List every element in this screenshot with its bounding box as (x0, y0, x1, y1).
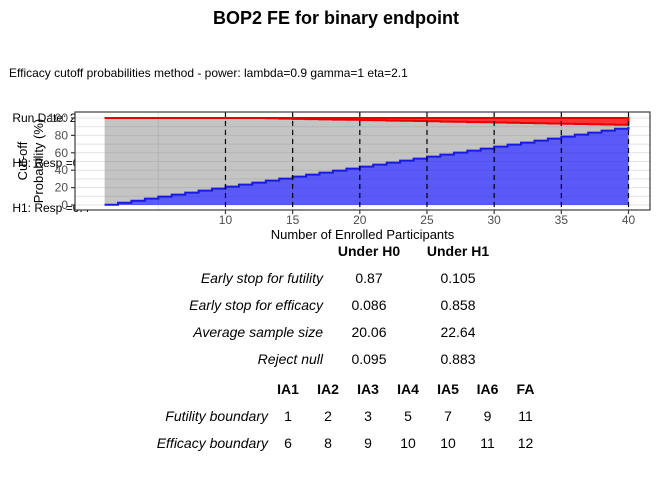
efficacy-region (104, 117, 630, 126)
y-tick-label: 20 (55, 181, 69, 195)
y-axis-title-line: Probability (%) (31, 119, 46, 204)
boundary-header-fa: FA (516, 381, 535, 397)
efficacy-boundary-value: 12 (517, 435, 534, 451)
cutoff-probability-chart: 10 15 20 25 30 35 40 0 20 40 60 80 100 Number of Enro… (0, 100, 672, 246)
oc-row-label: Early stop for efficacy (189, 297, 323, 313)
oc-value-h1: 0.883 (440, 351, 476, 367)
y-tick-label: 100 (48, 111, 68, 125)
cutoff-probability-chart-svg: 10 15 20 25 30 35 40 0 20 40 60 80 100 Number of Enro… (15, 111, 651, 242)
boundary-header-ia1: IA1 (277, 381, 299, 397)
x-tick-label: 15 (286, 213, 300, 227)
method-line: Efficacy cutoff probabilities method - p… (9, 66, 408, 80)
boundary-header-ia3: IA3 (357, 381, 379, 397)
efficacy-boundary-value: 6 (284, 435, 292, 451)
operating-characteristics-table: Under H0 Under H1 Early stop for futilit… (0, 238, 501, 373)
efficacy-boundary-value: 9 (364, 435, 372, 451)
futility-boundary-value: 11 (518, 408, 533, 424)
oc-row-label: Reject null (257, 351, 323, 367)
futility-region (104, 126, 629, 205)
efficacy-boundary-value: 8 (324, 435, 332, 451)
efficacy-boundary-value: 10 (400, 435, 416, 451)
oc-value-h1: 22.64 (440, 324, 476, 340)
oc-value-h0: 0.87 (355, 270, 383, 286)
oc-row-label: Early stop for futility (200, 270, 323, 286)
futility-cutoff-line (104, 126, 630, 206)
x-tick-label: 35 (555, 213, 569, 227)
panel-border (74, 111, 651, 211)
y-tick-label: 0 (61, 198, 68, 212)
boundary-header-ia5: IA5 (437, 381, 459, 397)
page-title: BOP2 FE for binary endpoint (212, 8, 459, 28)
oc-value-h0: 0.086 (351, 297, 387, 313)
boundary-table: IA1 IA2 IA3 IA4 IA5 IA6 FA Futility boun… (0, 376, 544, 457)
x-tick-label: 10 (219, 213, 233, 227)
futility-boundary-value: 9 (483, 408, 492, 424)
oc-value-h1: 0.858 (440, 297, 476, 313)
y-axis-title-line: Cut-off (15, 141, 30, 180)
futility-boundary-value: 2 (324, 408, 332, 424)
boundary-row-label: Efficacy boundary (156, 435, 268, 451)
efficacy-boundary-value: 11 (480, 435, 495, 451)
boundary-row-label: Futility boundary (165, 408, 268, 424)
y-tick-label: 60 (55, 146, 69, 160)
x-axis-title: Number of Enrolled Participants (271, 227, 455, 242)
boundary-header-ia6: IA6 (476, 381, 499, 397)
oc-row-label: Average sample size (193, 324, 323, 340)
oc-header-under-h1: Under H1 (426, 243, 490, 259)
futility-boundary-value: 5 (404, 408, 412, 424)
x-tick-label: 40 (622, 213, 636, 227)
futility-boundary-value: 1 (284, 408, 292, 424)
oc-value-h1: 0.105 (440, 270, 476, 286)
oc-value-h0: 20.06 (351, 324, 387, 340)
between-boundaries-region (104, 118, 629, 205)
y-tick-label: 80 (55, 128, 69, 142)
oc-corner-cell (0, 238, 323, 265)
x-tick-label: 25 (420, 213, 434, 227)
boundary-header-ia4: IA4 (397, 381, 419, 397)
oc-value-h0: 0.095 (351, 351, 387, 367)
futility-boundary-value: 3 (364, 408, 372, 424)
oc-header-under-h0: Under H0 (337, 243, 401, 259)
x-tick-label: 20 (353, 213, 367, 227)
futility-boundary-value: 7 (444, 408, 452, 424)
boundary-corner-cell (0, 376, 268, 403)
efficacy-boundary-value: 10 (440, 435, 456, 451)
x-tick-label: 30 (487, 213, 501, 227)
y-tick-label: 40 (55, 163, 69, 177)
boundary-header-ia2: IA2 (317, 381, 339, 397)
